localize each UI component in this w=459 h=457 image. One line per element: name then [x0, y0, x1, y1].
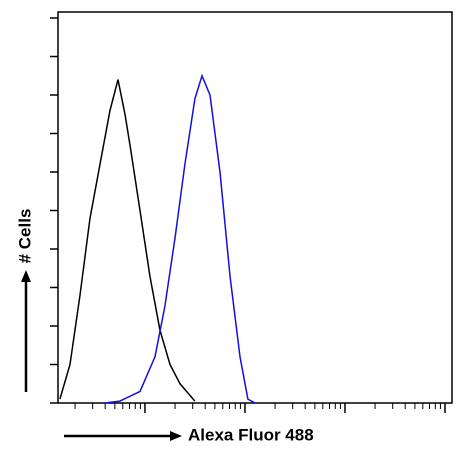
plot-frame — [57, 11, 453, 404]
x-arrow-head — [170, 431, 182, 441]
histogram-line — [59, 79, 196, 402]
histogram-line — [104, 73, 256, 404]
x-axis-label: Alexa Fluor 488 — [188, 425, 314, 444]
y-arrow-head — [21, 270, 31, 282]
y-axis-label: # Cells — [15, 209, 34, 264]
